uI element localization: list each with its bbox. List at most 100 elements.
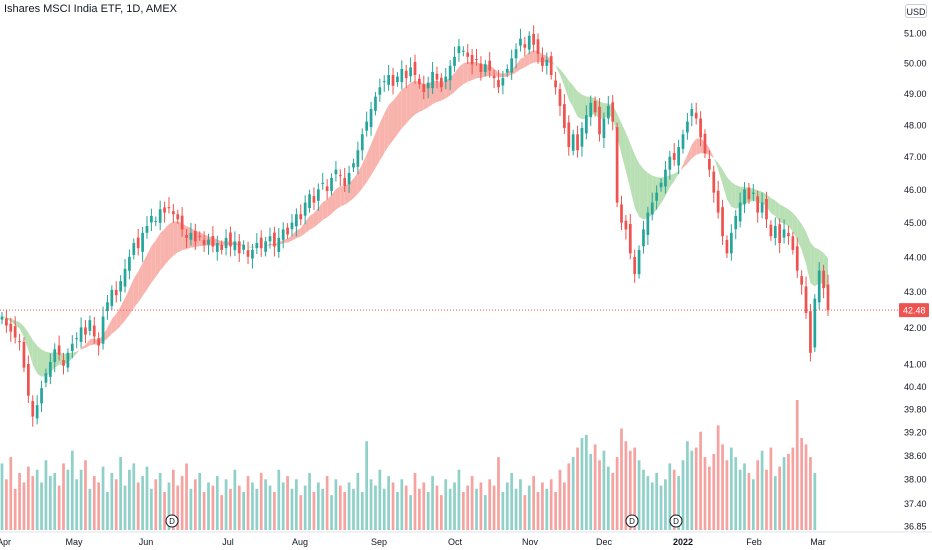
ema-cloud-segment	[318, 202, 323, 224]
ema-cloud-segment	[151, 240, 156, 283]
dividend-circle	[625, 514, 639, 528]
candle	[822, 264, 825, 299]
candle-body	[514, 49, 518, 59]
candle	[330, 173, 333, 196]
volume-bar	[536, 491, 540, 530]
ema-cloud-segment	[502, 72, 508, 78]
time-tick-label: Apr	[0, 537, 11, 547]
candle	[119, 275, 122, 302]
ema-cloud-segment	[32, 340, 38, 374]
candle	[602, 112, 606, 148]
ema-cloud-segment	[555, 65, 560, 75]
candle	[198, 231, 202, 241]
candle	[286, 223, 289, 240]
candle	[778, 218, 782, 254]
candle-body	[343, 178, 347, 187]
volume-bar	[35, 469, 39, 530]
volume-bar	[769, 447, 773, 530]
candle	[699, 111, 702, 147]
dividend-circle	[165, 514, 179, 528]
price-tick-label: 39.20	[904, 428, 927, 438]
candle-body	[606, 105, 610, 119]
volume-bar	[180, 476, 184, 530]
candle-body	[703, 133, 707, 154]
candle	[242, 240, 246, 255]
candle	[589, 95, 593, 126]
candle	[725, 235, 729, 258]
volume-bar	[558, 469, 562, 530]
volume-bar	[88, 488, 92, 530]
volume-bar	[303, 485, 307, 530]
ema-cloud-segment	[309, 213, 314, 230]
volume-bar	[532, 476, 535, 530]
candle	[31, 395, 35, 427]
candle	[176, 209, 180, 224]
candle-body	[422, 84, 426, 92]
candle	[483, 59, 487, 77]
candle	[813, 294, 817, 352]
candle-body	[409, 67, 412, 77]
ema-cloud-segment	[313, 207, 319, 228]
ema-cloud-segment	[454, 66, 459, 92]
candle	[593, 96, 597, 117]
candle-body	[132, 243, 136, 255]
candle-body	[470, 54, 474, 65]
candle	[655, 185, 659, 210]
volume-bar	[694, 447, 698, 530]
dividend-label: D	[673, 517, 679, 526]
ema-cloud-segment	[248, 246, 253, 248]
candle	[132, 238, 136, 260]
candle	[826, 274, 830, 317]
candle	[751, 184, 755, 202]
candle-body	[40, 388, 43, 404]
volume-bar	[541, 482, 544, 530]
candle-body	[193, 231, 197, 242]
candle	[193, 223, 197, 251]
candle-body	[84, 327, 87, 335]
volume-bar	[813, 472, 817, 530]
currency-button[interactable]: USD	[905, 4, 927, 18]
last-price-label: 42.48	[903, 306, 926, 316]
volume-bar	[325, 476, 329, 530]
candle	[787, 225, 790, 245]
candle-body	[136, 237, 140, 249]
candle-body	[382, 81, 386, 83]
candle	[729, 224, 733, 261]
candle-body	[0, 316, 4, 320]
candle-body	[369, 109, 373, 128]
volume-bar	[128, 469, 131, 530]
volume-bar	[527, 485, 531, 530]
volume-bar	[773, 476, 777, 530]
volume-bar	[593, 444, 597, 530]
volume-bar	[48, 476, 52, 530]
candle	[400, 60, 404, 90]
volume-bar	[295, 479, 298, 530]
candle	[92, 316, 96, 344]
candle	[628, 214, 632, 260]
volume-bar	[40, 482, 43, 530]
volume-bar	[316, 482, 320, 530]
candle-body	[145, 226, 149, 233]
candle	[378, 78, 382, 103]
ema-cloud-segment	[564, 74, 569, 100]
volume-bar	[716, 425, 720, 530]
candle-body	[738, 202, 742, 222]
candle-body	[97, 338, 101, 346]
volume-bar	[510, 472, 514, 530]
candle-body	[264, 241, 267, 252]
volume-bar	[5, 479, 8, 530]
volume-bar	[123, 485, 127, 530]
volume-bar	[224, 479, 228, 530]
ema-cloud-segment	[120, 298, 126, 326]
candle-body	[628, 223, 632, 254]
candle	[325, 179, 329, 200]
candle	[158, 200, 162, 231]
volume-bar	[545, 488, 549, 530]
volume-bar	[650, 482, 654, 530]
candle-body	[576, 134, 579, 151]
volume-bar	[708, 466, 711, 530]
candle	[268, 227, 272, 249]
volume-bar	[712, 453, 716, 530]
